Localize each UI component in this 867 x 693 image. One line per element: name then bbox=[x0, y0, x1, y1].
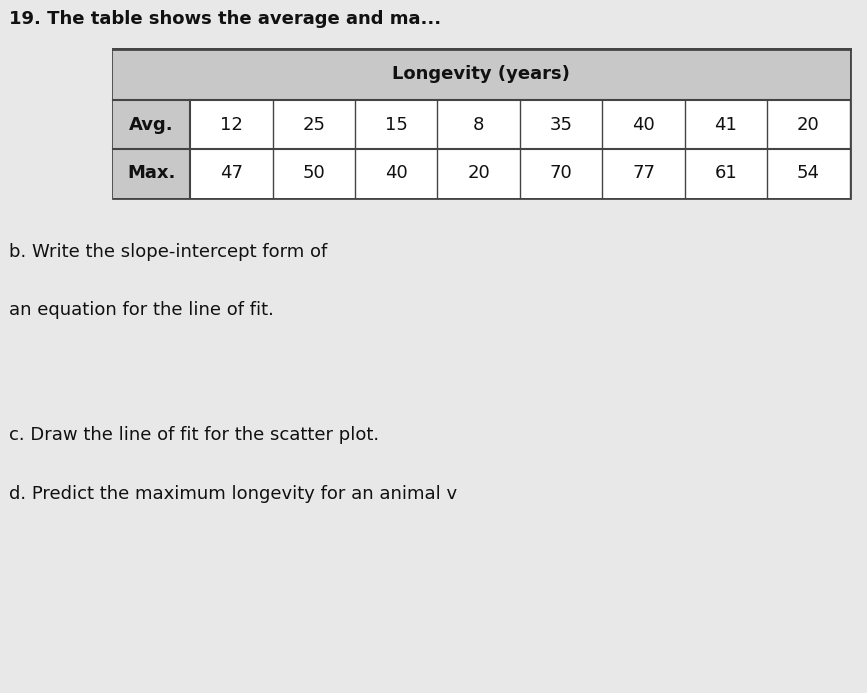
Text: 15: 15 bbox=[385, 116, 407, 134]
Text: c. Draw the line of fit for the scatter plot.: c. Draw the line of fit for the scatter … bbox=[9, 426, 379, 444]
Text: 41: 41 bbox=[714, 116, 738, 134]
Bar bbox=[190, 100, 272, 149]
Bar bbox=[355, 100, 438, 149]
Text: 40: 40 bbox=[632, 116, 655, 134]
Text: 50: 50 bbox=[303, 164, 325, 182]
Bar bbox=[685, 149, 767, 198]
Text: 20: 20 bbox=[797, 116, 820, 134]
Text: 20: 20 bbox=[467, 164, 490, 182]
Bar bbox=[272, 100, 355, 149]
Bar bbox=[355, 149, 438, 198]
Text: Longevity (years): Longevity (years) bbox=[392, 66, 570, 83]
Text: 54: 54 bbox=[797, 164, 820, 182]
Text: Max.: Max. bbox=[127, 164, 176, 182]
Bar bbox=[767, 100, 850, 149]
Bar bbox=[438, 149, 520, 198]
Text: 35: 35 bbox=[550, 116, 572, 134]
Bar bbox=[272, 149, 355, 198]
Bar bbox=[603, 149, 685, 198]
Text: 61: 61 bbox=[714, 164, 737, 182]
Bar bbox=[767, 149, 850, 198]
Text: an equation for the line of fit.: an equation for the line of fit. bbox=[9, 301, 274, 319]
Bar bbox=[190, 149, 272, 198]
Bar bbox=[113, 49, 850, 198]
Text: 19. The table shows the average and ma...: 19. The table shows the average and ma..… bbox=[9, 10, 440, 28]
Bar bbox=[520, 100, 603, 149]
Bar bbox=[113, 149, 190, 198]
Text: 70: 70 bbox=[550, 164, 572, 182]
Bar bbox=[113, 49, 850, 100]
Bar bbox=[685, 100, 767, 149]
Bar bbox=[520, 149, 603, 198]
Text: 77: 77 bbox=[632, 164, 655, 182]
Text: d. Predict the maximum longevity for an animal v: d. Predict the maximum longevity for an … bbox=[9, 485, 457, 503]
Text: b. Write the slope-intercept form of: b. Write the slope-intercept form of bbox=[9, 243, 327, 261]
Text: Avg.: Avg. bbox=[129, 116, 173, 134]
Text: 47: 47 bbox=[220, 164, 243, 182]
Text: 8: 8 bbox=[473, 116, 485, 134]
Bar bbox=[113, 100, 190, 149]
Bar bbox=[438, 100, 520, 149]
Text: 25: 25 bbox=[303, 116, 325, 134]
Text: 12: 12 bbox=[220, 116, 243, 134]
Text: 40: 40 bbox=[385, 164, 407, 182]
Bar bbox=[603, 100, 685, 149]
